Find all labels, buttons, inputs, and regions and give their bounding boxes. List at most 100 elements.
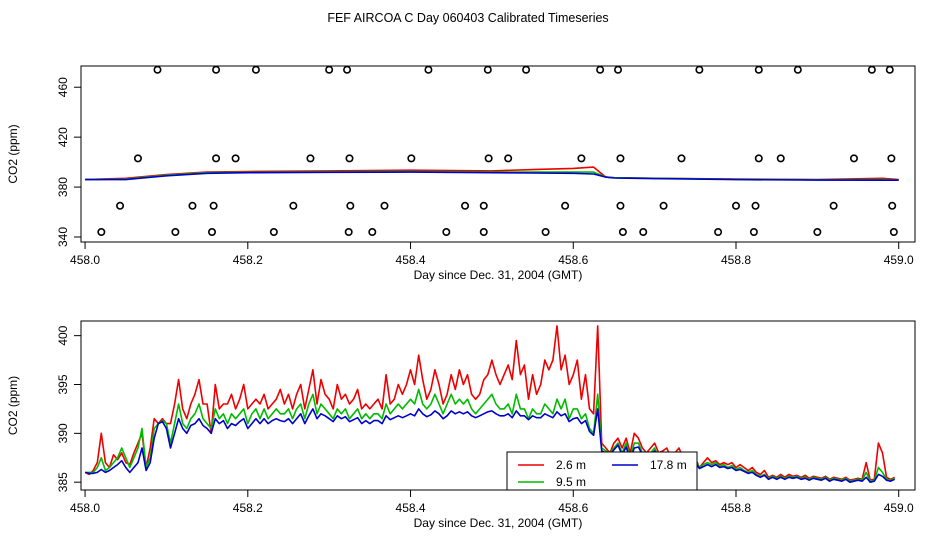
calibration-point (171, 228, 180, 237)
bottom-panel: 458.0 458.2 458.4 458.6 458.8 459.0 385 390 395 4… (6, 320, 916, 530)
calibration-point (153, 65, 162, 74)
calibration-point (618, 228, 627, 237)
calibration-point (345, 154, 354, 163)
calibration-point (442, 228, 451, 237)
calibration-point (541, 228, 550, 237)
calibration-point (677, 154, 686, 163)
calibration-point (289, 201, 298, 210)
calibration-point (867, 65, 876, 74)
calibration-point (209, 201, 218, 210)
calibration-point (614, 65, 623, 74)
plot-frame (80, 65, 916, 243)
series-line-17-8-mm (85, 171, 899, 181)
calibration-point (116, 201, 125, 210)
calibration-point (616, 154, 625, 163)
x-tick-label: 458.0 (70, 253, 100, 267)
legend-label: 17.8 m (650, 458, 687, 472)
calibration-point (343, 65, 352, 74)
calibration-point (813, 228, 822, 237)
legend-label: 9.5 m (556, 475, 586, 489)
calibration-point (479, 228, 488, 237)
calibration-point (306, 154, 315, 163)
calibration-point (731, 201, 740, 210)
series-line-9-5-mm (85, 388, 896, 483)
calibration-point (188, 201, 197, 210)
x-tick-label: 458.2 (233, 501, 263, 515)
y-tick-label: 340 (56, 227, 70, 247)
plot-area (85, 166, 899, 181)
calibration-point (231, 154, 240, 163)
x-tick-label: 458.6 (558, 501, 588, 515)
calibration-point (380, 201, 389, 210)
y-tick-label: 385 (56, 472, 70, 492)
calibration-point (887, 154, 896, 163)
page-title: FEF AIRCOA C Day 060403 Calibrated Times… (327, 11, 608, 25)
calibration-point (616, 201, 625, 210)
calibration-point (522, 65, 531, 74)
y-axis-label: CO2 (ppm) (6, 124, 20, 183)
x-axis-label: Day since Dec. 31, 2004 (GMT) (414, 516, 583, 530)
calibration-point (133, 154, 142, 163)
calibration-point (596, 65, 605, 74)
x-tick-label: 458.0 (70, 501, 100, 515)
x-tick-label: 458.6 (558, 253, 588, 267)
calibration-point (251, 65, 260, 74)
y-tick-label: 390 (56, 423, 70, 443)
calibration-point (751, 201, 760, 210)
y-tick-label: 400 (56, 325, 70, 345)
calibration-point (504, 154, 513, 163)
x-tick-label: 459.0 (884, 501, 914, 515)
legend-box (506, 451, 698, 491)
calibration-point (344, 228, 353, 237)
calibration-point (212, 154, 221, 163)
calibration-point (346, 201, 355, 210)
calibration-point (479, 201, 488, 210)
y-tick-label: 380 (56, 177, 70, 197)
y-tick-label: 395 (56, 374, 70, 394)
calibration-point (484, 154, 493, 163)
x-tick-label: 458.4 (396, 501, 426, 515)
calibration-point (829, 201, 838, 210)
calibration-point (577, 154, 586, 163)
calibration-point (212, 65, 221, 74)
calibration-point (269, 228, 278, 237)
calibration-point (325, 65, 334, 74)
calibration-point (97, 228, 106, 237)
calibration-point (639, 228, 648, 237)
x-tick-label: 458.8 (721, 501, 751, 515)
calibration-point (888, 201, 897, 210)
calibration-point (793, 65, 802, 74)
calibration-point (695, 65, 704, 74)
y-tick-label: 420 (56, 127, 70, 147)
calibration-point (659, 201, 668, 210)
calibration-point (424, 65, 433, 74)
calibration-point (407, 154, 416, 163)
x-tick-label: 459.0 (884, 253, 914, 267)
calibration-point (461, 201, 470, 210)
plot-frame (80, 320, 916, 491)
calibration-point (368, 228, 377, 237)
y-axis-label: CO2 (ppm) (6, 376, 20, 435)
x-tick-label: 458.2 (233, 253, 263, 267)
legend-label: 2.6 m (556, 458, 586, 472)
calibration-point (749, 228, 758, 237)
calibration-point (885, 65, 894, 74)
x-axis-label: Day since Dec. 31, 2004 (GMT) (414, 268, 583, 282)
top-panel: 458.0 458.2 458.4 458.6 458.8 459.0 340 380 420 4… (6, 65, 916, 282)
y-tick-label: 460 (56, 77, 70, 97)
series-line-17-8-mm (84, 408, 896, 484)
calibration-point (714, 228, 723, 237)
calibration-point (754, 65, 763, 74)
x-tick-label: 458.8 (721, 253, 751, 267)
legend: 2.6 m 17.8 m 9.5 m (506, 451, 698, 491)
calibration-point (483, 65, 492, 74)
plot-area (84, 325, 896, 484)
x-tick-label: 458.4 (396, 253, 426, 267)
calibration-point (776, 154, 785, 163)
calibration-point (207, 228, 216, 237)
calibration-point (849, 154, 858, 163)
calibration-point (561, 201, 570, 210)
series-line-2-6-mm (84, 325, 896, 482)
calibration-point (754, 154, 763, 163)
